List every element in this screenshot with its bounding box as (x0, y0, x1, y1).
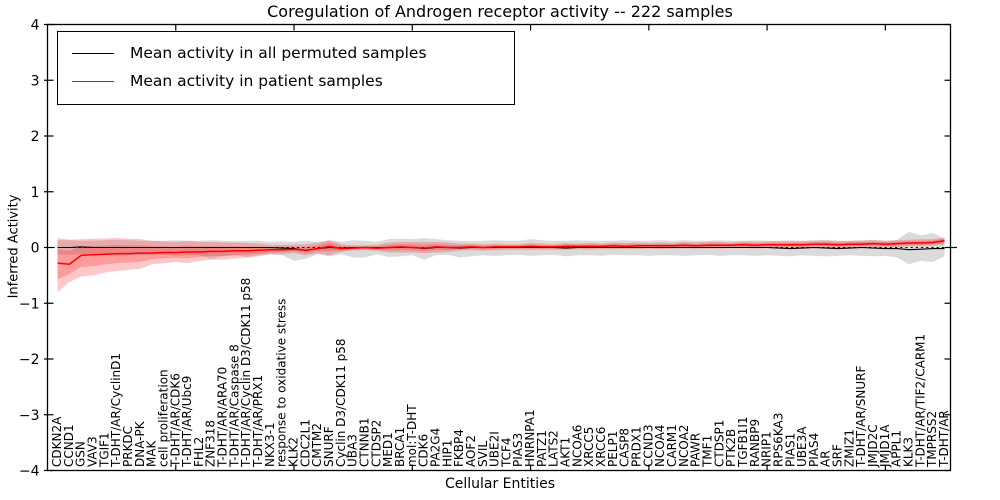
category-label: NCOA4 (653, 425, 667, 467)
category-label: PATZ1 (535, 430, 549, 467)
category-label: APPL1 (890, 430, 904, 467)
category-label: NCOA2 (677, 425, 691, 467)
legend-label-patient: Mean activity in patient samples (130, 72, 383, 90)
category-label: UBA3 (346, 434, 360, 467)
category-label: JMJD2C (866, 424, 880, 468)
category-label: PIAS4 (807, 433, 821, 467)
category-label: cell proliferation (156, 369, 170, 467)
category-label: XRCC6 (594, 427, 608, 467)
permuted-line-swatch (72, 52, 114, 54)
category-label: FHL2 (192, 437, 206, 467)
category-label: NCOA6 (570, 425, 584, 467)
category-label: AKT1 (559, 437, 573, 467)
patient-line-swatch (72, 80, 114, 82)
category-label: TGFB1I1 (736, 416, 750, 468)
category-label: PRKDC (121, 426, 135, 467)
chart-title: Coregulation of Androgen receptor activi… (267, 2, 733, 21)
y-tick-label: −1 (19, 296, 40, 312)
category-label: CDKN2A (50, 416, 64, 467)
category-label: PELP1 (606, 431, 620, 467)
y-tick-label: 4 (31, 18, 40, 34)
legend-entry-patient: Mean activity in patient samples (58, 67, 514, 95)
category-label: KLK2 (287, 437, 301, 467)
category-label: CASP8 (618, 428, 632, 467)
category-label: CTDSP1 (712, 420, 726, 467)
category-label: JMJD1A (878, 424, 892, 468)
category-label: T-DHT/AR/Ubc9 (180, 376, 194, 468)
category-label: CDC2L1 (298, 419, 312, 467)
category-label: T-DHT/AR/ARA70 (216, 367, 230, 468)
category-label: AOF2 (464, 435, 478, 467)
category-label: PA2G4 (428, 428, 442, 467)
category-label: PAWR (689, 433, 703, 467)
category-label: PRDX1 (630, 426, 644, 467)
category-label: SVIL (476, 441, 490, 467)
category-label: CARM1 (665, 424, 679, 467)
category-label: RPS6KA3 (771, 413, 785, 467)
category-label: T-DHT/AR/Caspase 8 (227, 344, 241, 468)
y-tick-label: −2 (19, 352, 40, 368)
y-axis-label: Inferred Activity (6, 194, 22, 299)
category-label: T-DHT/AR/CyclinD1 (109, 353, 123, 468)
legend-box: Mean activity in all permuted samples Me… (57, 31, 515, 105)
category-label: AR (819, 450, 833, 467)
category-label: T-DHT/AR/CDK6 (168, 373, 182, 468)
category-label: NRIP1 (760, 431, 774, 467)
category-label: SRF (831, 444, 845, 467)
category-label: RANBP9 (748, 419, 762, 467)
category-label: CTNNB1 (357, 417, 371, 467)
series-1-line (57, 240, 945, 265)
legend-label-permuted: Mean activity in all permuted samples (130, 44, 427, 62)
y-tick-label: −3 (19, 408, 40, 424)
y-tick-label: 0 (31, 241, 40, 257)
category-label: T-DHT/AR (937, 410, 951, 468)
category-label: CDK6 (417, 434, 431, 467)
category-label: LATS2 (547, 430, 561, 467)
category-label: PTK2B (724, 429, 738, 467)
category-label: TCF4 (499, 437, 513, 468)
category-label: TGIF1 (97, 432, 111, 468)
category-label: T-DHT/AR/Cyclin D3/CDK11 p58 (239, 278, 253, 468)
category-label: XRCC5 (582, 427, 596, 467)
category-label: VAV3 (85, 436, 99, 467)
category-label: SNURF (322, 426, 336, 467)
category-label: T-DHT/AR/SNURF (854, 366, 868, 469)
y-tick-label: 1 (31, 185, 40, 201)
category-label: T-DHT/AR/PRX1 (251, 375, 265, 468)
x-axis-label: Cellular Entities (444, 476, 556, 492)
legend-entry-permuted: Mean activity in all permuted samples (58, 39, 514, 67)
category-label: Cyclin D3/CDK11 p58 (334, 338, 348, 467)
category-label: FKBP4 (452, 429, 466, 467)
category-label: HIP1 (440, 440, 454, 467)
category-label: MAK (145, 439, 159, 467)
category-label: TMF1 (700, 435, 714, 468)
category-label: UBE3A (795, 426, 809, 467)
y-tick-label: 2 (31, 129, 40, 145)
category-label: CTDSP2 (369, 420, 383, 467)
category-label: mol:T-DHT (405, 404, 419, 467)
category-label: HNRNPA1 (523, 409, 537, 467)
y-tick-label: −4 (19, 464, 40, 480)
category-label: DNA-PK (133, 420, 147, 467)
y-tick-label: 3 (31, 73, 40, 89)
category-label: TMPRSS2 (925, 411, 939, 468)
category-label: GSN (74, 441, 88, 467)
category-label: PIAS3 (511, 433, 525, 467)
category-label: CCND1 (62, 424, 76, 467)
category-label: CMTM2 (310, 423, 324, 467)
category-label: ZNF318 (204, 420, 218, 467)
category-label: MED1 (381, 432, 395, 467)
category-label: KLK3 (902, 437, 916, 467)
category-label: PIAS1 (783, 433, 797, 467)
category-label: NKX3-1 (263, 422, 277, 467)
series-1-band (57, 237, 945, 293)
category-label: T-DHT/AR/TIF2/CARM1 (913, 334, 927, 468)
category-label: BRCA1 (393, 427, 407, 467)
category-label: response to oxidative stress (275, 299, 289, 467)
category-label: CCND3 (641, 424, 655, 467)
category-label: ZMIZ1 (842, 429, 856, 467)
category-label: UBE2I (488, 431, 502, 467)
